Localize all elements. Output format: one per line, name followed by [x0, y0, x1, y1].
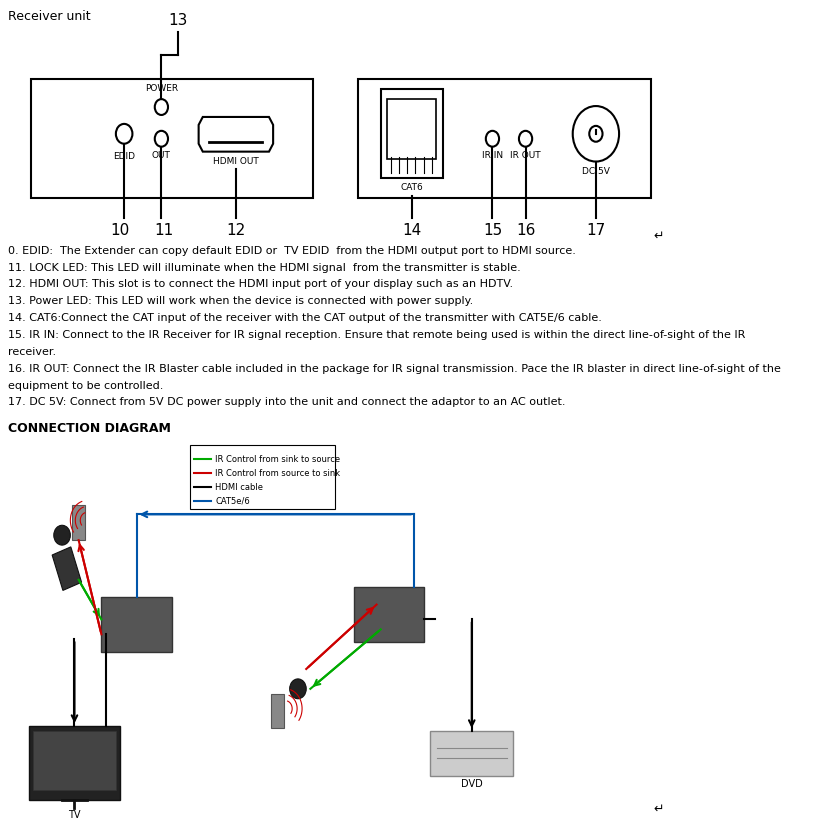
Text: HDMI OUT: HDMI OUT — [213, 157, 259, 166]
Text: ↵: ↵ — [653, 803, 664, 816]
Text: 0. EDID:  The Extender can copy default EDID or  TV EDID  from the HDMI output p: 0. EDID: The Extender can copy default E… — [8, 245, 576, 256]
Text: 16. IR OUT: Connect the IR Blaster cable included in the package for IR signal t: 16. IR OUT: Connect the IR Blaster cable… — [8, 364, 781, 374]
Circle shape — [54, 525, 70, 545]
Bar — [358, 80, 651, 198]
Bar — [270, 694, 284, 728]
Bar — [387, 99, 436, 158]
Bar — [72, 506, 85, 540]
Bar — [101, 597, 171, 652]
Text: 11. LOCK LED: This LED will illuminate when the HDMI signal  from the transmitte: 11. LOCK LED: This LED will illuminate w… — [8, 263, 521, 273]
Text: receiver.: receiver. — [8, 347, 56, 357]
Text: EDID: EDID — [113, 152, 135, 161]
Bar — [190, 445, 335, 509]
Text: CAT6: CAT6 — [400, 183, 424, 192]
Text: 11: 11 — [154, 223, 174, 238]
Text: DC 5V: DC 5V — [582, 167, 610, 176]
Text: 17: 17 — [586, 223, 606, 238]
Text: IR OUT: IR OUT — [510, 150, 541, 159]
Text: 17. DC 5V: Connect from 5V DC power supply into the unit and connect the adaptor: 17. DC 5V: Connect from 5V DC power supp… — [8, 397, 566, 407]
Text: TV: TV — [68, 810, 81, 820]
Text: 13. Power LED: This LED will work when the device is connected with power supply: 13. Power LED: This LED will work when t… — [8, 296, 474, 306]
Text: POWER: POWER — [145, 85, 178, 93]
Circle shape — [290, 679, 307, 699]
Bar — [430, 731, 513, 776]
Text: ↵: ↵ — [653, 230, 664, 243]
Text: IR IN: IR IN — [482, 150, 503, 159]
Bar — [33, 731, 116, 791]
Text: 12. HDMI OUT: This slot is to connect the HDMI input port of your display such a: 12. HDMI OUT: This slot is to connect th… — [8, 279, 513, 290]
Text: HDMI cable: HDMI cable — [215, 483, 263, 492]
Text: 12: 12 — [227, 223, 246, 238]
Text: 14: 14 — [402, 223, 421, 238]
Bar — [31, 80, 313, 198]
Text: 13: 13 — [168, 13, 188, 28]
Text: Receiver unit: Receiver unit — [8, 10, 91, 23]
Text: CAT5e/6: CAT5e/6 — [215, 497, 250, 506]
Bar — [52, 547, 82, 590]
Text: IR Control from sink to source: IR Control from sink to source — [215, 455, 340, 464]
Bar — [29, 726, 120, 800]
Text: IR Control from source to sink: IR Control from source to sink — [215, 469, 340, 478]
Text: equipment to be controlled.: equipment to be controlled. — [8, 381, 164, 391]
Text: 15. IR IN: Connect to the IR Receiver for IR signal reception. Ensure that remot: 15. IR IN: Connect to the IR Receiver fo… — [8, 330, 746, 340]
Text: CONNECTION DIAGRAM: CONNECTION DIAGRAM — [8, 422, 171, 435]
Bar — [353, 587, 424, 642]
Bar — [381, 89, 442, 178]
Text: DVD: DVD — [461, 778, 483, 788]
Text: 15: 15 — [483, 223, 502, 238]
Text: 14. CAT6:Connect the CAT input of the receiver with the CAT output of the transm: 14. CAT6:Connect the CAT input of the re… — [8, 313, 602, 323]
Text: 10: 10 — [110, 223, 129, 238]
Text: 16: 16 — [516, 223, 536, 238]
Text: OUT: OUT — [152, 150, 171, 159]
